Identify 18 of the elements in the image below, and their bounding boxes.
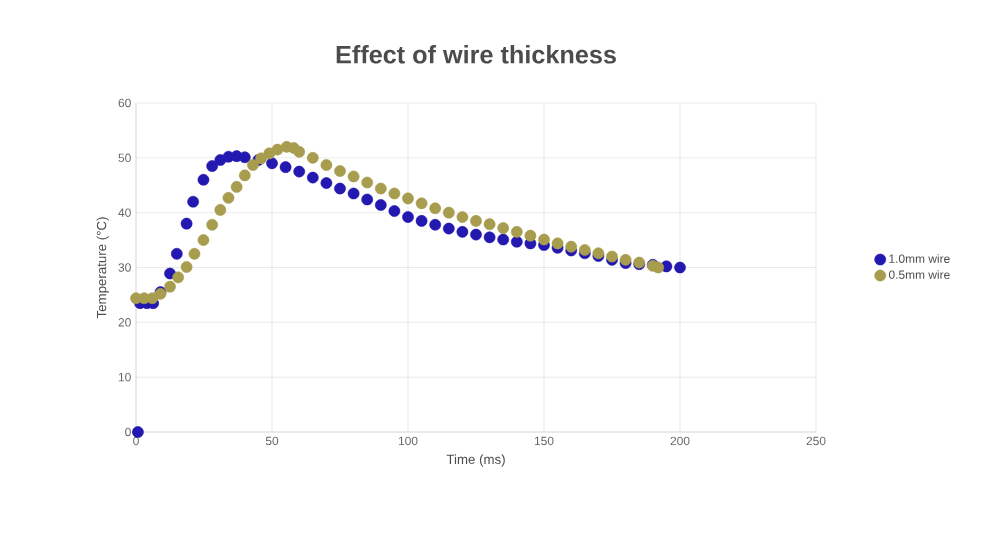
legend-label: 0.5mm wire bbox=[888, 270, 950, 279]
x-tick-label: 250 bbox=[806, 436, 826, 446]
x-tick-label: 100 bbox=[398, 436, 418, 446]
x-tick-label: 200 bbox=[670, 436, 690, 446]
x-tick-label: 0 bbox=[133, 436, 139, 446]
y-tick-label: 40 bbox=[118, 208, 131, 217]
x-tick-label: 150 bbox=[534, 436, 554, 446]
y-tick-label: 50 bbox=[118, 153, 131, 163]
y-tick-label: 0 bbox=[125, 427, 131, 437]
y-axis-title: Temperature (°C) bbox=[96, 217, 109, 319]
y-tick-label: 10 bbox=[118, 372, 131, 382]
x-axis-title: Time (ms) bbox=[446, 454, 505, 467]
y-tick-label: 30 bbox=[118, 263, 131, 272]
y-tick-label: 60 bbox=[118, 98, 131, 108]
x-tick-label: 50 bbox=[265, 436, 279, 446]
legend-label: 1.0mm wire bbox=[889, 254, 950, 263]
y-tick-label: 20 bbox=[118, 318, 131, 327]
chart-title: Effect of wire thickness bbox=[336, 45, 616, 64]
